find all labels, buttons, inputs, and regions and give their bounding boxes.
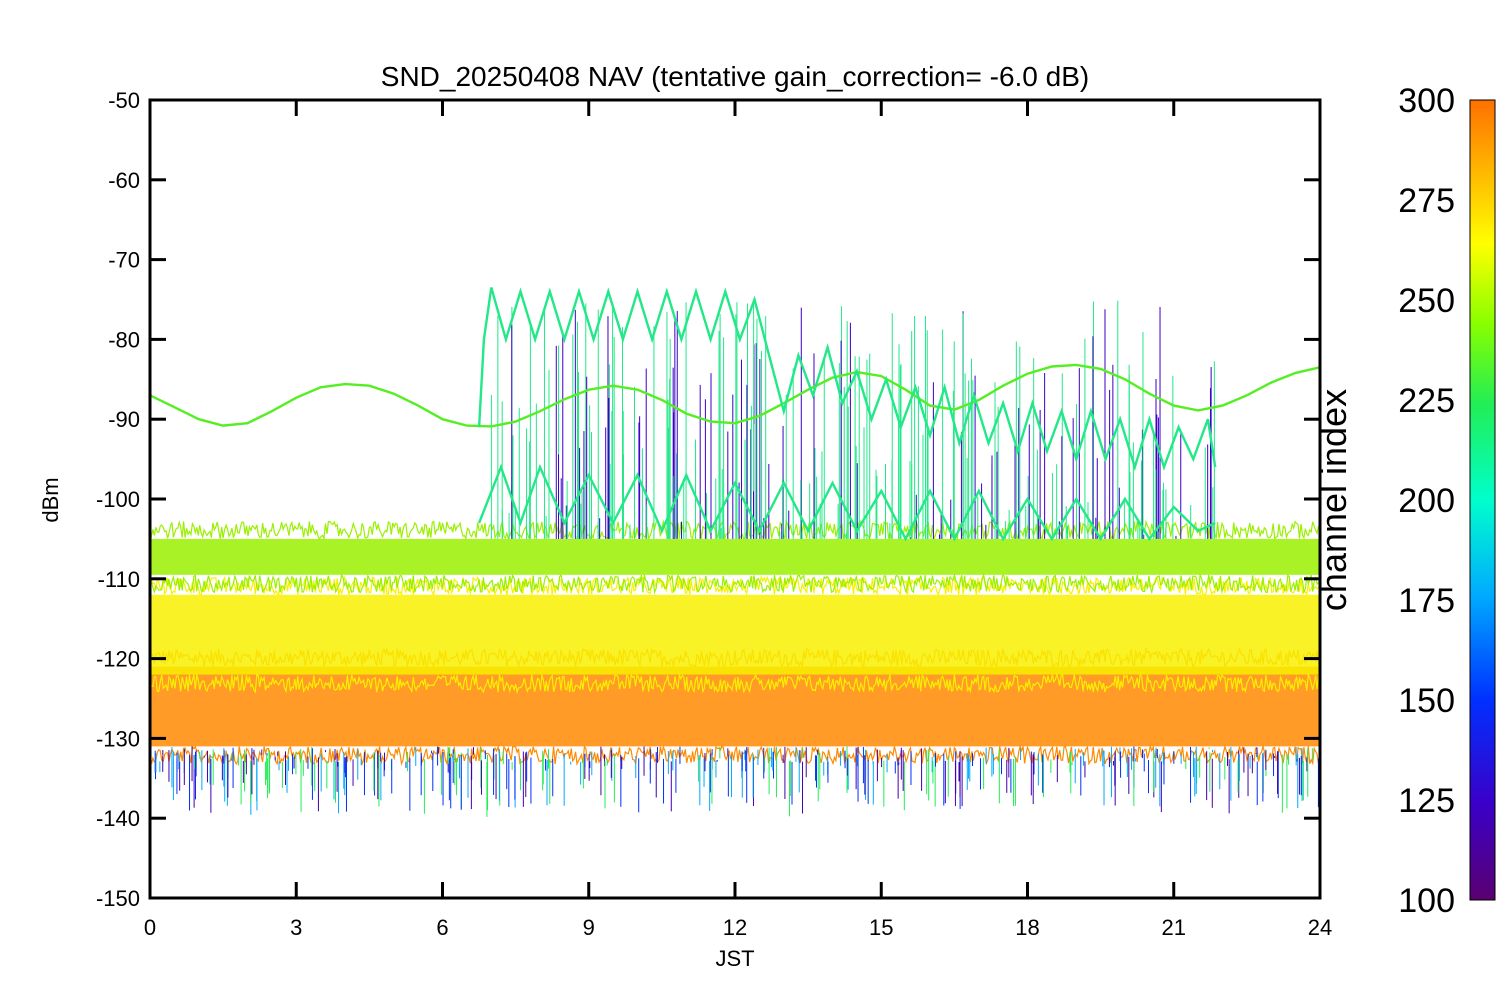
x-tick-label: 21 [1162, 915, 1186, 940]
colorbar-tick-label: 225 [1398, 382, 1455, 420]
x-tick-label: 18 [1015, 915, 1039, 940]
colorbar-tick-label: 200 [1398, 482, 1455, 520]
series-line-0 [151, 363, 1320, 428]
y-tick-label: -120 [96, 647, 140, 672]
y-tick-label: -140 [96, 806, 140, 831]
y-tick-label: -60 [108, 168, 140, 193]
colorbar-ticks: 300 275 250 225 200 175 150 125 100 [1398, 82, 1455, 920]
x-axis-label: JST [715, 946, 754, 971]
x-tick-label: 9 [583, 915, 595, 940]
chart-title: SND_20250408 NAV (tentative gain_correct… [381, 61, 1089, 92]
x-tick-label: 15 [869, 915, 893, 940]
plot-frame [148, 98, 1322, 900]
y-axis: -50 -60 -70 -80 -90 -100 -110 -120 -130 -140 -150 [96, 88, 1320, 911]
series-line-2 [477, 463, 1216, 542]
y-tick-label: -150 [96, 886, 140, 911]
colorbar-tick-label: 100 [1398, 882, 1455, 920]
y-tick-label: -70 [108, 248, 140, 273]
y-tick-label: -90 [108, 407, 140, 432]
x-axis: 0 3 6 9 12 15 18 21 24 [144, 100, 1332, 940]
colorbar-tick-label: 275 [1398, 182, 1455, 220]
colorbar [1469, 99, 1496, 901]
x-tick-label: 12 [723, 915, 747, 940]
colorbar-tick-label: 250 [1398, 282, 1455, 320]
y-tick-label: -100 [96, 487, 140, 512]
x-tick-label: 3 [290, 915, 302, 940]
x-tick-label: 0 [144, 915, 156, 940]
noise-band-255 [151, 519, 1320, 595]
y-tick-label: -50 [108, 88, 140, 113]
y-tick-label: -80 [108, 327, 140, 352]
colorbar-tick-label: 125 [1398, 782, 1455, 820]
colorbar-tick-label: 300 [1398, 82, 1455, 120]
y-tick-label: -110 [98, 567, 140, 592]
x-tick-label: 6 [436, 915, 448, 940]
x-tick-label: 24 [1308, 915, 1332, 940]
colorbar-label: channel index [1313, 389, 1354, 611]
series-line-1 [477, 287, 1217, 472]
y-tick-label: -130 [96, 726, 140, 751]
colorbar-tick-label: 175 [1398, 582, 1455, 620]
plot-area [151, 287, 1320, 817]
noise-band-270 [151, 575, 1320, 695]
colorbar-tick-label: 150 [1398, 682, 1455, 720]
y-axis-label: dBm [38, 477, 63, 522]
